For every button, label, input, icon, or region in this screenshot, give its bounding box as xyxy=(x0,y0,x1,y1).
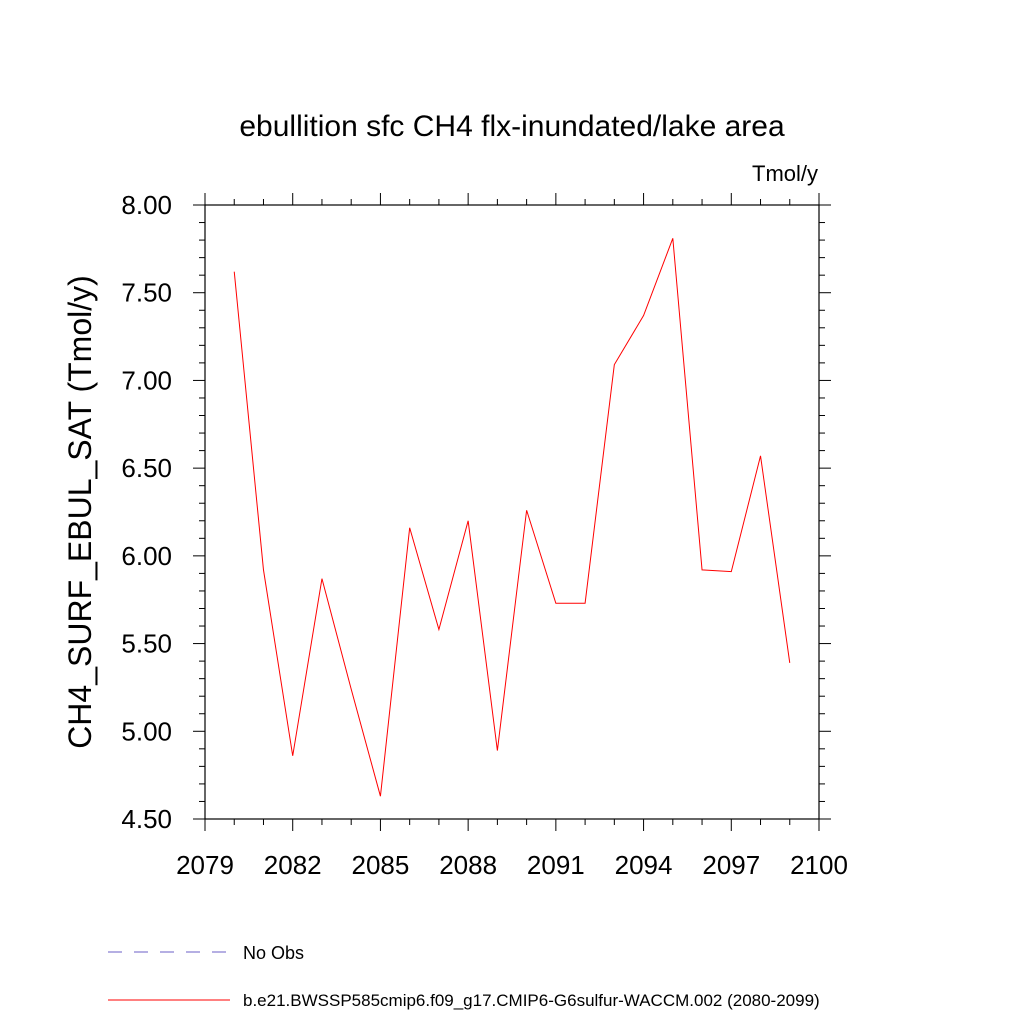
x-tick-label: 2082 xyxy=(264,850,322,880)
x-tick-label: 2079 xyxy=(176,850,234,880)
units-label: Tmol/y xyxy=(752,161,818,186)
x-tick-label: 2088 xyxy=(439,850,497,880)
x-tick-label: 2097 xyxy=(702,850,760,880)
x-tick-label: 2094 xyxy=(615,850,673,880)
axis-tick-labels: 2079 2082 2085 2088 2091 2094 2097 2100 4.50 5.00… xyxy=(121,190,848,880)
chart-title: ebullition sfc CH4 flx-inundated/lake ar… xyxy=(239,110,785,143)
y-tick-label: 7.00 xyxy=(121,365,172,395)
axis-ticks xyxy=(193,193,831,831)
x-tick-label: 2085 xyxy=(352,850,410,880)
y-tick-label: 6.50 xyxy=(121,453,172,483)
legend: No Obs b.e21.BWSSP585cmip6.f09_g17.CMIP6… xyxy=(108,943,820,1010)
x-tick-label: 2091 xyxy=(527,850,585,880)
x-tick-label: 2100 xyxy=(790,850,848,880)
y-tick-label: 8.00 xyxy=(121,190,172,220)
series-line-0 xyxy=(233,238,791,797)
series-group xyxy=(233,238,791,797)
y-tick-label: 4.50 xyxy=(121,804,172,834)
y-axis-label: CH4_SURF_EBUL_SAT (Tmol/y) xyxy=(62,275,98,749)
y-tick-label: 5.00 xyxy=(121,716,172,746)
y-tick-label: 7.50 xyxy=(121,278,172,308)
y-tick-label: 5.50 xyxy=(121,629,172,659)
y-tick-label: 6.00 xyxy=(121,541,172,571)
legend-label-model: b.e21.BWSSP585cmip6.f09_g17.CMIP6-G6sulf… xyxy=(243,991,820,1010)
legend-label-no-obs: No Obs xyxy=(243,943,304,963)
plot-frame xyxy=(204,204,820,820)
